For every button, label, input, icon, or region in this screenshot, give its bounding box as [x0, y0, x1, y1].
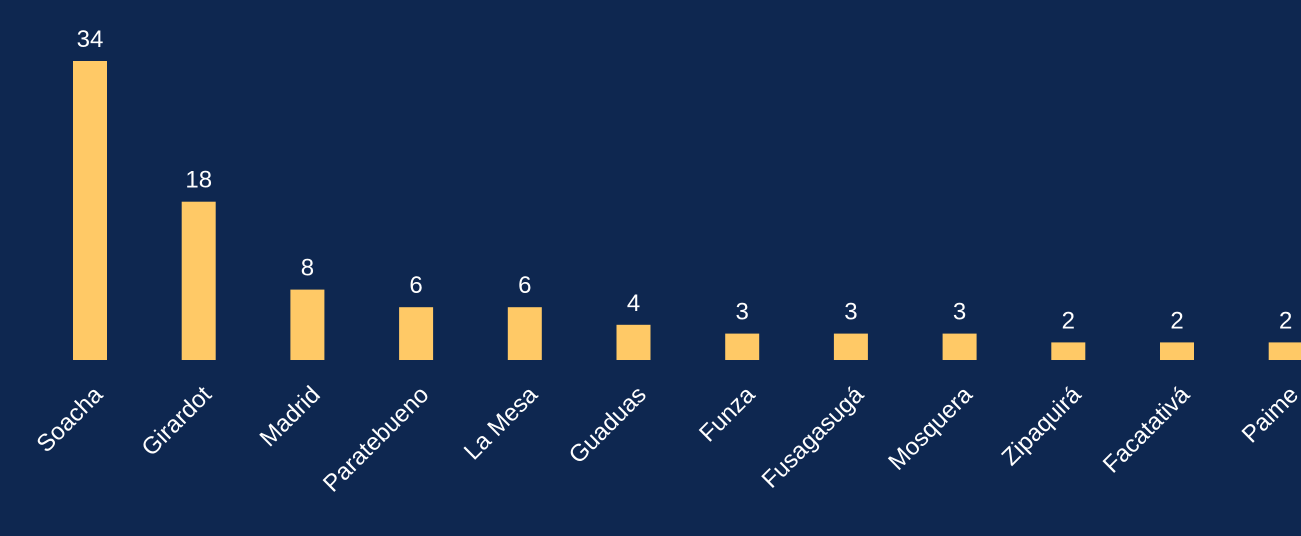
value-label: 3	[736, 299, 749, 326]
value-label: 2	[1170, 307, 1183, 334]
value-label: 2	[1279, 307, 1292, 334]
bar-paratebueno	[399, 307, 434, 360]
category-label: Madrid	[255, 381, 326, 452]
bar-madrid	[290, 289, 325, 360]
value-labels-group: 34 18 8 6 6 4 3 3 3 2 2 2	[77, 26, 1293, 334]
category-label: Guaduas	[564, 381, 652, 469]
bar-facatativá	[1160, 342, 1194, 360]
bar-guaduas	[616, 324, 651, 360]
category-label: Facatativá	[1098, 381, 1196, 479]
category-label: Paratebueno	[318, 381, 434, 497]
bar-soacha	[73, 61, 107, 360]
value-label: 18	[185, 167, 212, 194]
category-label: Girardot	[137, 381, 218, 462]
value-label: 8	[301, 255, 314, 282]
category-label: Soacha	[32, 381, 109, 458]
value-label: 3	[844, 299, 857, 326]
value-label: 4	[627, 290, 640, 317]
bar-paime	[1268, 342, 1301, 360]
bar-mosquera	[942, 333, 977, 360]
bar-la-mesa	[507, 307, 542, 360]
value-label: 3	[953, 299, 966, 326]
bar-girardot	[181, 201, 216, 360]
bars-group	[73, 61, 1301, 360]
value-label: 34	[77, 26, 104, 53]
value-label: 6	[518, 272, 531, 299]
bar-zipaquirá	[1051, 342, 1086, 360]
category-label: Paime	[1237, 381, 1301, 448]
category-label: La Mesa	[459, 381, 544, 466]
category-label: Zipaquirá	[997, 381, 1087, 471]
bar-funza	[725, 333, 760, 360]
category-label: Fusagasugá	[757, 381, 870, 494]
bar-fusagasugá	[833, 333, 868, 360]
value-label: 6	[409, 272, 422, 299]
category-label: Funza	[694, 381, 761, 448]
category-label: Mosquera	[883, 381, 978, 476]
value-label: 2	[1062, 307, 1075, 334]
